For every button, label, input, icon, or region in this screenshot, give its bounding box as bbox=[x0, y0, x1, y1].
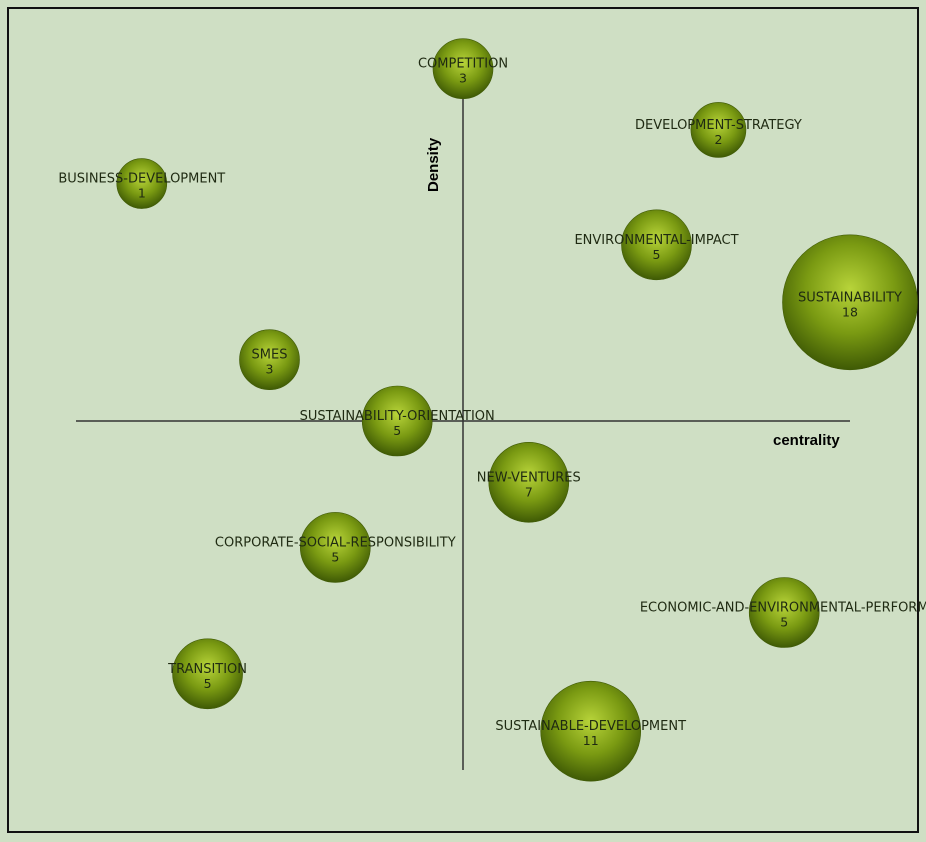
x-axis-label: centrality bbox=[773, 432, 840, 449]
bubble-label: BUSINESS-DEVELOPMENT bbox=[58, 172, 225, 187]
bubble-label: ENVIRONMENTAL-IMPACT bbox=[574, 233, 738, 248]
bubble-count: 5 bbox=[331, 549, 339, 564]
bubble-competition bbox=[432, 38, 494, 99]
bubble-label: ECONOMIC-AND-ENVIRONMENTAL-PERFORM bbox=[640, 601, 926, 616]
bubble-count: 7 bbox=[525, 484, 533, 499]
bubble-transition bbox=[172, 638, 243, 710]
bubble-business-development bbox=[116, 158, 168, 209]
bubble-count: 3 bbox=[459, 71, 467, 86]
bubble-layer bbox=[116, 38, 918, 782]
bubble-count: 5 bbox=[653, 247, 661, 262]
bubble-count: 2 bbox=[714, 132, 722, 147]
bubble-label: SMES bbox=[252, 348, 288, 363]
bubble-label: NEW-VENTURES bbox=[477, 470, 581, 485]
plot-border bbox=[7, 7, 919, 833]
bubble-label: TRANSITION bbox=[167, 662, 247, 677]
bubble-smes bbox=[239, 329, 300, 391]
bubble-count: 5 bbox=[393, 423, 401, 438]
bubble-count: 1 bbox=[138, 186, 146, 201]
bubble-label: SUSTAINABILITY bbox=[798, 290, 902, 305]
bubble-count: 3 bbox=[266, 362, 274, 377]
bubble-sustainability-orientation bbox=[361, 385, 433, 457]
bubble-label: CORPORATE-SOCIAL-RESPONSIBILITY bbox=[215, 535, 456, 550]
bubble-count: 11 bbox=[583, 733, 599, 748]
bubble-label: SUSTAINABILITY-ORIENTATION bbox=[300, 409, 495, 424]
bubble-count: 5 bbox=[204, 676, 212, 691]
bubble-label: SUSTAINABLE-DEVELOPMENT bbox=[495, 719, 686, 734]
bubble-corporate-social-responsibility bbox=[299, 512, 371, 583]
y-axis-label: Density bbox=[425, 137, 442, 192]
bubble-label: COMPETITION bbox=[418, 57, 508, 72]
bubble-economic-and-environmental-perform bbox=[748, 577, 820, 648]
bubble-label: DEVELOPMENT-STRATEGY bbox=[635, 118, 802, 133]
bubble-new-ventures bbox=[488, 441, 570, 523]
bubble-environmental-impact bbox=[621, 209, 692, 281]
bubble-development-strategy bbox=[690, 102, 747, 158]
bubble-count: 5 bbox=[780, 615, 788, 630]
bubble-sustainability bbox=[782, 234, 918, 371]
label-layer: COMPETITION3DEVELOPMENT-STRATEGY2BUSINES… bbox=[58, 57, 926, 749]
bubble-sustainable-development bbox=[540, 680, 642, 782]
bubble-count: 18 bbox=[842, 304, 858, 319]
